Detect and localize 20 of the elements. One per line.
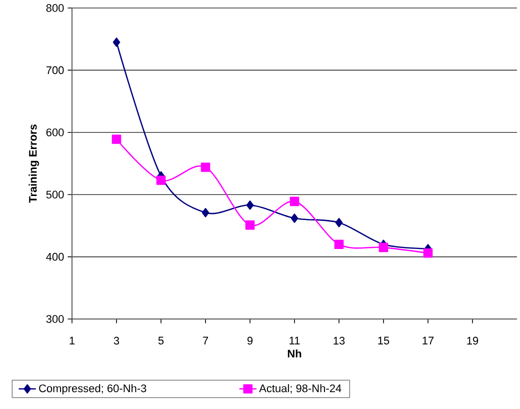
x-tick-label: 11 (290, 336, 300, 344)
x-tick-label: 5 (158, 336, 164, 344)
x-tick-label: 15 (378, 336, 390, 344)
x-tick-label: 13 (334, 336, 345, 345)
legend-label: Actual; 98-Nh-24 (259, 384, 342, 394)
y-tick-label: 500 (46, 190, 64, 198)
x-tick-label: 19 (467, 336, 478, 345)
x-tick-label: 9 (247, 336, 253, 345)
x-axis-title: Nh (288, 349, 302, 358)
x-tick-label: 3 (114, 336, 120, 345)
x-tick-label: 17 (422, 336, 434, 344)
x-tick-label: 7 (203, 336, 208, 344)
y-tick-label: 700 (46, 66, 64, 74)
y-tick-label: 400 (46, 252, 64, 261)
x-tick-label: 1 (70, 336, 75, 344)
y-tick-label: 300 (46, 315, 64, 323)
legend-label: Compressed; 60-Nh-3 (39, 384, 146, 394)
y-axis-title: Training Errors (28, 124, 39, 203)
y-tick-label: 800 (46, 4, 64, 12)
y-tick-label: 600 (46, 128, 64, 136)
